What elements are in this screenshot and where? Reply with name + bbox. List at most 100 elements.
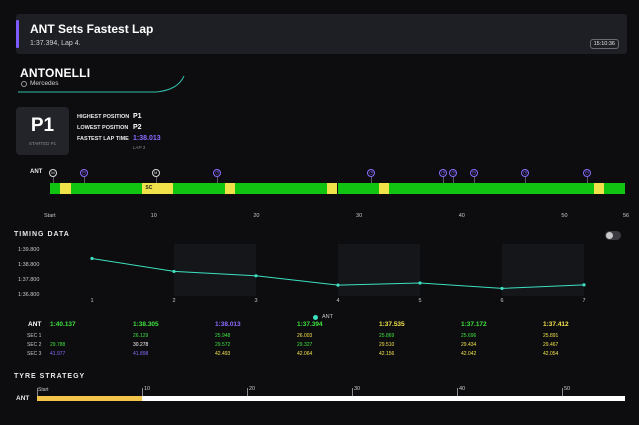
x-tick-label: 6 [501, 298, 504, 304]
data-point[interactable] [254, 274, 258, 278]
progress-segment-green [604, 183, 625, 194]
progress-segment-yellow [60, 183, 71, 194]
event-tick [155, 177, 157, 183]
event-marker-icon[interactable]: M [49, 169, 57, 177]
sector-time-cell: 25.948 [215, 333, 231, 339]
sector-time-cell: 29.510 [379, 342, 395, 348]
event-tick [453, 177, 455, 183]
fastest-lap-notification: ANT Sets Fastest Lap 1:37.394, Lap 4. 15… [16, 14, 627, 54]
clock-icon[interactable]: ◷ [469, 169, 478, 177]
position-card: P1 STARTED P1 [16, 107, 69, 155]
progress-segment-yellow: SC [142, 183, 174, 194]
x-tick-label: 4 [337, 298, 340, 304]
progress-segment-yellow [327, 183, 338, 194]
x-tick-label: 1 [91, 298, 94, 304]
event-tick [53, 177, 54, 183]
lap-time-chart: 1:36.800 1:37.800 1:38.800 1:39.800 1 2 3 4 5 6 7 [18, 244, 586, 304]
started-position: STARTED P1 [28, 141, 57, 146]
legend-label: ANT [322, 314, 333, 320]
sector-time-cell: 25.891 [543, 333, 559, 339]
notification-title: ANT Sets Fastest Lap [30, 22, 154, 36]
event-tick [217, 177, 219, 183]
timing-toggle[interactable] [605, 231, 621, 240]
sector-time-cell: 29.467 [543, 342, 559, 348]
progress-axis-label: 40 [458, 213, 465, 219]
lap-time-cell: 1:37.394 [297, 321, 323, 328]
event-tick [83, 177, 85, 183]
progress-axis-label: 30 [356, 213, 363, 219]
sector-label: SEC 1 [27, 333, 42, 339]
progress-axis-label: 56 [623, 213, 630, 219]
notification-timestamp: 15:10:36 [589, 39, 619, 49]
clock-icon[interactable]: ◷ [449, 169, 458, 177]
clock-icon[interactable]: ◷ [79, 169, 88, 177]
data-point[interactable] [582, 283, 586, 287]
tyre-stint-medium [37, 396, 142, 401]
y-tick-label: 1:38.800 [18, 262, 39, 268]
sector-time-cell: 25.696 [461, 333, 477, 339]
chart-band [338, 244, 420, 296]
progress-axis-label: 50 [561, 213, 568, 219]
tyre-strategy-title: TYRE STRATEGY [14, 373, 86, 380]
clock-icon[interactable]: ◷ [521, 169, 530, 177]
tyre-axis-tick [142, 388, 143, 396]
sector-label: SEC 2 [27, 342, 42, 348]
data-point[interactable] [336, 283, 340, 287]
progress-segment-green [337, 183, 379, 194]
sector-time-cell: 29.327 [297, 342, 313, 348]
progress-segment-green [388, 183, 595, 194]
sector-time-cell: 41.977 [50, 351, 66, 357]
sector-time-cell: 41.898 [133, 351, 149, 357]
progress-axis-label: 20 [253, 213, 260, 219]
tyre-axis-tick [562, 388, 563, 396]
timing-data-title: TIMING DATA [14, 231, 70, 238]
team-name: Mercedes [30, 80, 59, 87]
clock-icon[interactable]: ◷ [582, 169, 591, 177]
clock-icon[interactable]: ◷ [213, 169, 222, 177]
lap-time-cell: 1:37.535 [379, 321, 405, 328]
sector-time-cell: 26.129 [133, 333, 149, 339]
race-progress-driver: ANT [30, 169, 43, 175]
sector-time-cell: 26.003 [297, 333, 313, 339]
data-point[interactable] [500, 286, 504, 291]
team-logo-icon [21, 81, 27, 87]
sector-time-cell: 29.788 [50, 342, 66, 348]
data-point[interactable] [418, 281, 422, 285]
race-progress-bar[interactable]: SC M ◷ M ◷ ◷ ◷ ◷ ◷ ◷ ◷ Start 10 20 30 40 50 56 [44, 169, 629, 219]
safety-car-label: SC [145, 185, 153, 191]
tyre-driver-label: ANT [16, 395, 30, 402]
x-tick-label: 7 [583, 298, 586, 304]
fastest-lap-number: LAP 3 [133, 145, 146, 150]
sector-time-cell: 29.572 [215, 342, 231, 348]
highest-position-value: P1 [133, 113, 142, 120]
clock-icon[interactable]: ◷ [439, 169, 448, 177]
sector-time-cell: 42.064 [297, 351, 313, 357]
driver-name: ANTONELLI [20, 66, 91, 80]
lowest-position-value: P2 [133, 124, 142, 131]
progress-segment-green [70, 183, 143, 194]
data-point[interactable] [172, 269, 176, 274]
clock-icon[interactable]: ◷ [367, 169, 376, 177]
y-tick-label: 1:37.800 [18, 277, 39, 283]
lap-time-cell: 1:38.013 [215, 321, 241, 328]
progress-segment-green [50, 183, 61, 194]
tyre-axis-label: 40 [459, 386, 466, 392]
tyre-axis-label: 50 [564, 386, 571, 392]
tyre-axis-tick [37, 388, 38, 396]
event-marker-icon[interactable]: M [151, 169, 160, 177]
lap-time-cell: 1:37.412 [543, 321, 569, 328]
x-tick-label: 3 [255, 298, 258, 304]
progress-segment-yellow [224, 183, 235, 194]
team-accent-arc [18, 75, 185, 93]
current-position: P1 [30, 115, 55, 136]
sector-time-cell: 42.042 [461, 351, 477, 357]
sector-time-cell: 25.869 [379, 333, 395, 339]
data-point[interactable] [90, 256, 94, 261]
sector-time-cell: 42.054 [543, 351, 559, 357]
y-tick-label: 1:36.800 [18, 292, 39, 298]
tyre-axis-label: 10 [144, 386, 151, 392]
progress-axis-label: 10 [150, 213, 157, 219]
notification-accent-bar [16, 20, 19, 48]
chart-band [174, 244, 256, 296]
event-tick [371, 177, 373, 183]
